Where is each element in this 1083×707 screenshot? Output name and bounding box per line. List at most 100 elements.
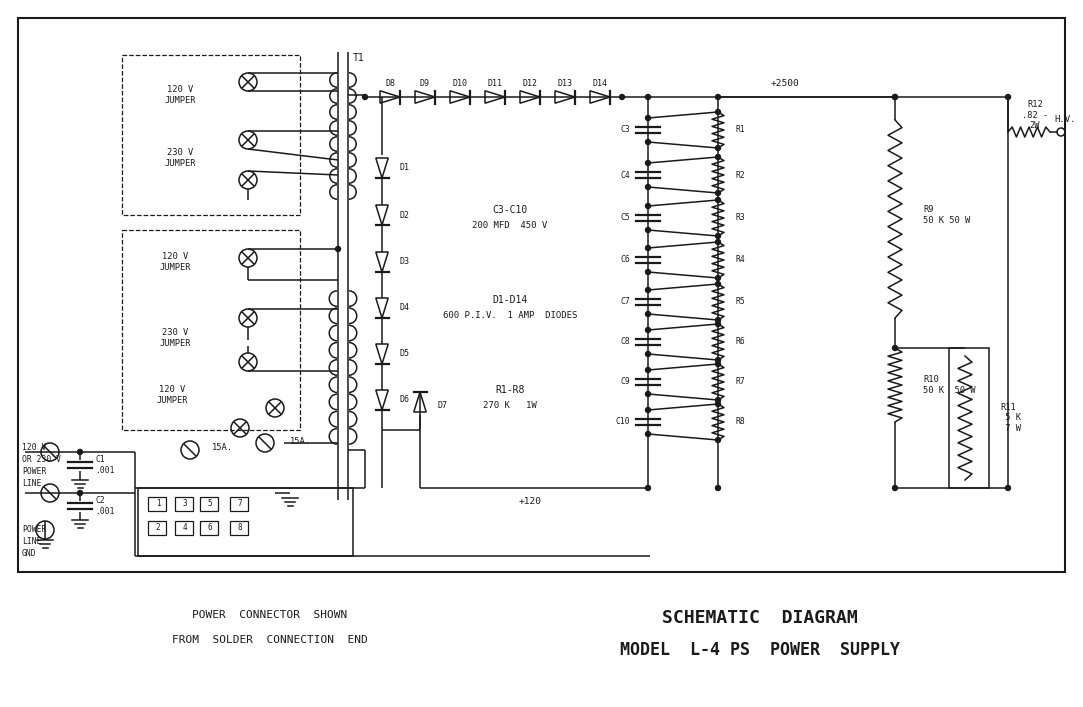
Circle shape: [645, 312, 651, 317]
Circle shape: [892, 95, 898, 100]
Circle shape: [645, 407, 651, 412]
Circle shape: [892, 95, 898, 100]
Text: R8: R8: [736, 418, 746, 426]
Bar: [18, 18, 1065, 572]
Text: 230 V
JUMPER: 230 V JUMPER: [159, 328, 191, 348]
Text: D11: D11: [487, 78, 503, 88]
Text: 200 MFD  450 V: 200 MFD 450 V: [472, 221, 548, 230]
Text: LINE: LINE: [22, 537, 41, 547]
Circle shape: [645, 327, 651, 332]
Circle shape: [716, 397, 720, 402]
Circle shape: [645, 95, 651, 100]
Text: POWER: POWER: [22, 525, 47, 534]
Text: C1
.001: C1 .001: [95, 455, 115, 474]
Circle shape: [78, 450, 82, 455]
Text: R4: R4: [736, 255, 746, 264]
Text: D2: D2: [400, 211, 410, 219]
Circle shape: [716, 281, 720, 286]
Circle shape: [645, 486, 651, 491]
Text: D3: D3: [400, 257, 410, 267]
Text: SCHEMATIC  DIAGRAM: SCHEMATIC DIAGRAM: [662, 609, 858, 627]
Bar: [122, 230, 300, 430]
Bar: [949, 348, 989, 488]
Circle shape: [645, 160, 651, 165]
Text: T1: T1: [353, 53, 365, 63]
Text: C6: C6: [621, 255, 630, 264]
Text: D6: D6: [400, 395, 410, 404]
Text: 600 P.I.V.  1 AMP  DIODES: 600 P.I.V. 1 AMP DIODES: [443, 312, 577, 320]
Text: C2
.001: C2 .001: [95, 496, 115, 515]
Text: C5: C5: [621, 214, 630, 223]
Text: D10: D10: [453, 78, 468, 88]
Bar: [148, 497, 166, 511]
Text: 4: 4: [183, 523, 187, 532]
Text: D12: D12: [522, 78, 537, 88]
Text: 1: 1: [156, 500, 160, 508]
Circle shape: [716, 233, 720, 238]
Circle shape: [645, 115, 651, 120]
Text: C3-C10: C3-C10: [493, 205, 527, 215]
Text: C7: C7: [621, 298, 630, 307]
Text: FROM  SOLDER  CONNECTION  END: FROM SOLDER CONNECTION END: [172, 635, 368, 645]
Text: 120 V
JUMPER: 120 V JUMPER: [159, 252, 191, 271]
Circle shape: [78, 491, 82, 496]
Text: +120: +120: [519, 498, 542, 506]
Text: R1-R8: R1-R8: [495, 385, 524, 395]
Text: 7: 7: [237, 500, 243, 508]
Text: MODEL  L-4 PS  POWER  SUPPLY: MODEL L-4 PS POWER SUPPLY: [619, 641, 900, 659]
Text: D9: D9: [420, 78, 430, 88]
Circle shape: [645, 351, 651, 356]
Circle shape: [716, 402, 720, 407]
Circle shape: [645, 185, 651, 189]
Circle shape: [336, 247, 340, 252]
Circle shape: [645, 392, 651, 397]
Bar: [148, 521, 166, 535]
Circle shape: [645, 288, 651, 293]
Circle shape: [645, 245, 651, 250]
Text: C10: C10: [615, 418, 630, 426]
Circle shape: [716, 190, 720, 196]
Text: D13: D13: [558, 78, 573, 88]
Text: H.V.: H.V.: [1054, 115, 1075, 124]
Circle shape: [645, 204, 651, 209]
Bar: [200, 521, 218, 535]
Circle shape: [716, 438, 720, 443]
Circle shape: [645, 139, 651, 144]
Text: 2: 2: [156, 523, 160, 532]
Text: 3: 3: [183, 500, 187, 508]
Text: 5: 5: [208, 500, 212, 508]
Circle shape: [1005, 95, 1010, 100]
Circle shape: [645, 228, 651, 233]
Text: D14: D14: [592, 78, 608, 88]
Circle shape: [716, 317, 720, 322]
Circle shape: [645, 431, 651, 436]
Text: R1: R1: [736, 126, 746, 134]
Circle shape: [1005, 486, 1010, 491]
Circle shape: [716, 110, 720, 115]
Text: R12
.82 -
2W: R12 .82 - 2W: [1022, 100, 1048, 130]
Text: OR 230 V: OR 230 V: [22, 455, 61, 464]
Text: 120 V
JUMPER: 120 V JUMPER: [165, 86, 196, 105]
Bar: [175, 497, 193, 511]
Circle shape: [892, 486, 898, 491]
Circle shape: [716, 486, 720, 491]
Circle shape: [716, 155, 720, 160]
Bar: [175, 521, 193, 535]
Circle shape: [716, 358, 720, 363]
Text: C3: C3: [621, 126, 630, 134]
Text: POWER  CONNECTOR  SHOWN: POWER CONNECTOR SHOWN: [193, 610, 348, 620]
Text: C9: C9: [621, 378, 630, 387]
Circle shape: [716, 197, 720, 202]
Text: R6: R6: [736, 337, 746, 346]
Text: R9
50 K 50 W: R9 50 K 50 W: [923, 205, 970, 225]
Text: GND: GND: [22, 549, 37, 559]
Text: LINE: LINE: [22, 479, 41, 489]
Text: R5: R5: [736, 298, 746, 307]
Text: D7: D7: [438, 400, 448, 409]
Bar: [230, 497, 248, 511]
Bar: [230, 521, 248, 535]
Text: C4: C4: [621, 170, 630, 180]
Text: 6: 6: [208, 523, 212, 532]
Circle shape: [716, 361, 720, 366]
Text: D4: D4: [400, 303, 410, 312]
